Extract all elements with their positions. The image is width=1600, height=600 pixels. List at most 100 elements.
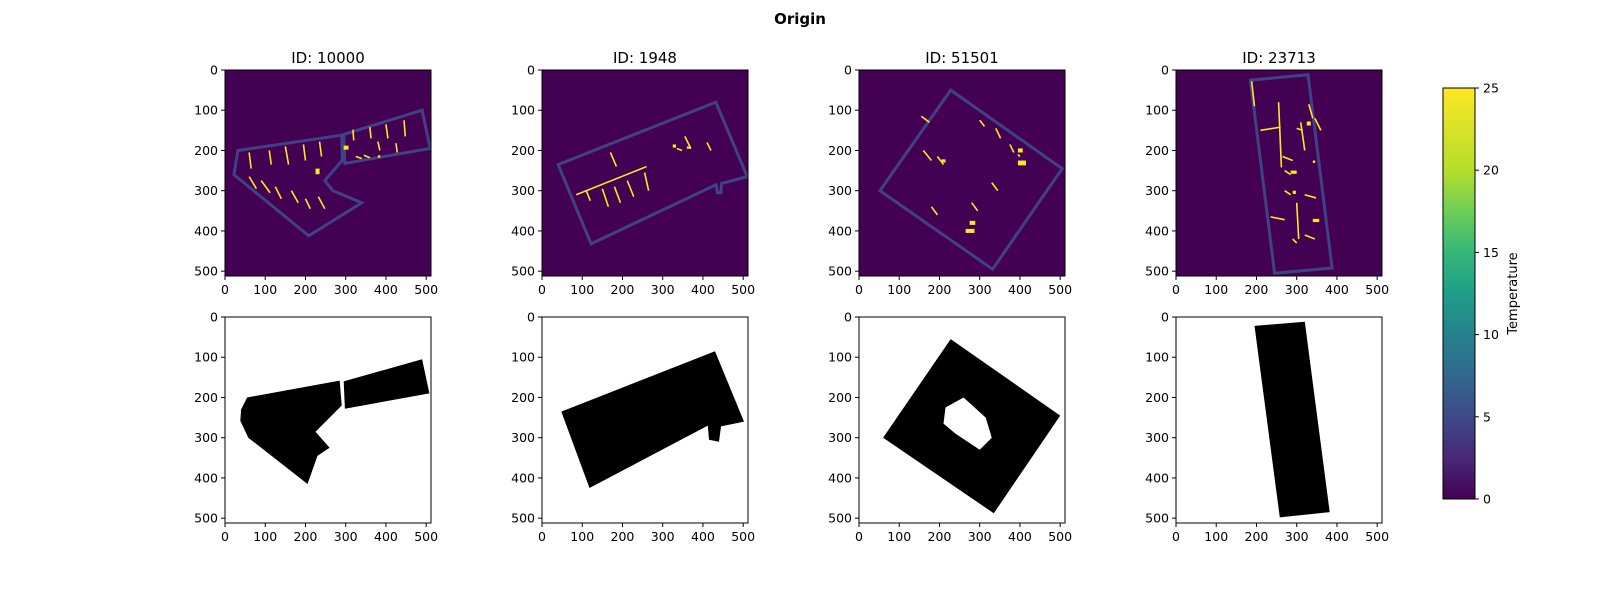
heat-source-segment bbox=[318, 141, 323, 157]
y-tick-label: 500 bbox=[511, 511, 535, 526]
x-tick-label: 0 bbox=[855, 529, 863, 544]
y-tick-label: 400 bbox=[194, 223, 218, 238]
y-tick-label: 500 bbox=[511, 264, 535, 279]
y-tick-label: 100 bbox=[194, 350, 218, 365]
y-tick-label: 0 bbox=[527, 63, 535, 78]
x-tick-label: 0 bbox=[855, 282, 863, 297]
heat-source-segment bbox=[1009, 144, 1015, 153]
heat-source-segment bbox=[274, 186, 283, 200]
y-tick-label: 300 bbox=[1145, 183, 1169, 198]
x-tick-label: 400 bbox=[374, 282, 398, 297]
y-tick-label: 100 bbox=[828, 350, 852, 365]
x-tick-label: 400 bbox=[1325, 529, 1349, 544]
heat-source-segment bbox=[575, 165, 647, 196]
y-tick-label: 500 bbox=[194, 264, 218, 279]
x-tick-label: 300 bbox=[968, 529, 992, 544]
colorbar-frame bbox=[1442, 87, 1476, 500]
y-tick-label: 200 bbox=[194, 143, 218, 158]
y-tick-label: 300 bbox=[828, 183, 852, 198]
building-mask bbox=[240, 380, 342, 484]
heat-source-segment bbox=[1299, 122, 1306, 151]
heatmap-content bbox=[1254, 321, 1330, 518]
figure-suptitle: Origin bbox=[774, 10, 826, 28]
y-tick-label: 0 bbox=[1161, 310, 1169, 325]
heat-source-segment bbox=[643, 172, 650, 191]
x-tick-label: 200 bbox=[611, 529, 635, 544]
heat-source-segment bbox=[248, 176, 258, 190]
x-tick-label: 0 bbox=[538, 282, 546, 297]
heat-source-segment bbox=[922, 149, 933, 162]
y-tick-label: 200 bbox=[194, 390, 218, 405]
heat-source-segment bbox=[991, 182, 999, 192]
heat-source-block bbox=[1017, 148, 1023, 153]
y-tick-label: 0 bbox=[210, 310, 218, 325]
x-tick-label: 100 bbox=[253, 529, 277, 544]
heat-source-segment bbox=[995, 127, 1002, 139]
y-tick-label: 400 bbox=[511, 223, 535, 238]
y-tick-label: 400 bbox=[828, 470, 852, 485]
panel-title: ID: 23713 bbox=[1242, 49, 1316, 67]
y-tick-label: 400 bbox=[194, 470, 218, 485]
x-tick-label: 300 bbox=[334, 529, 358, 544]
heat-source-segment bbox=[613, 186, 622, 204]
y-tick-label: 300 bbox=[511, 183, 535, 198]
heat-source-segment bbox=[1017, 153, 1021, 158]
heat-source-segment bbox=[268, 150, 273, 165]
heat-source-segment bbox=[1260, 126, 1281, 132]
x-tick-label: 100 bbox=[887, 529, 911, 544]
axes-frame bbox=[1175, 69, 1383, 277]
x-tick-label: 400 bbox=[1008, 282, 1032, 297]
x-tick-label: 0 bbox=[1172, 282, 1180, 297]
heat-source-segment bbox=[601, 188, 610, 208]
y-tick-label: 100 bbox=[511, 350, 535, 365]
colorbar: 0 5 10 15 20 25 Temperature bbox=[1442, 81, 1521, 507]
heat-source-segment bbox=[676, 147, 683, 152]
colorbar-gradient bbox=[1443, 88, 1475, 499]
y-tick-label: 100 bbox=[828, 103, 852, 118]
axes-frame bbox=[858, 316, 1066, 524]
x-tick-label: 100 bbox=[253, 282, 277, 297]
building-mask bbox=[343, 359, 430, 409]
x-tick-label: 400 bbox=[1008, 529, 1032, 544]
heatmap-content bbox=[232, 108, 431, 238]
x-tick-label: 200 bbox=[294, 282, 318, 297]
axes-frame bbox=[858, 69, 1066, 277]
y-tick-label: 400 bbox=[1145, 223, 1169, 238]
x-tick-label: 300 bbox=[334, 282, 358, 297]
heat-source-block bbox=[1292, 190, 1296, 194]
x-tick-label: 200 bbox=[1245, 282, 1269, 297]
y-tick-label: 200 bbox=[511, 143, 535, 158]
y-tick-label: 300 bbox=[828, 430, 852, 445]
heat-source-segment bbox=[1284, 169, 1292, 176]
x-tick-label: 300 bbox=[1285, 282, 1309, 297]
y-tick-label: 0 bbox=[1161, 63, 1169, 78]
x-tick-label: 100 bbox=[1204, 529, 1228, 544]
y-tick-label: 400 bbox=[511, 470, 535, 485]
y-tick-label: 500 bbox=[828, 264, 852, 279]
x-tick-label: 400 bbox=[691, 282, 715, 297]
heat-source-segment bbox=[1270, 216, 1285, 221]
x-tick-label: 300 bbox=[1285, 529, 1309, 544]
x-tick-label: 500 bbox=[731, 282, 755, 297]
heat-source-segment bbox=[1304, 193, 1317, 199]
axes-frame bbox=[1175, 316, 1383, 524]
x-tick-label: 100 bbox=[1204, 282, 1228, 297]
y-tick-label: 0 bbox=[527, 310, 535, 325]
x-tick-label: 200 bbox=[1245, 529, 1269, 544]
colorbar-tick-label: 20 bbox=[1483, 163, 1499, 178]
colorbar-tick-label: 10 bbox=[1483, 327, 1499, 342]
heat-source-segment bbox=[1277, 102, 1283, 168]
wall-outline bbox=[877, 88, 1065, 272]
x-tick-label: 0 bbox=[221, 282, 229, 297]
y-tick-label: 300 bbox=[1145, 430, 1169, 445]
heat-source-block bbox=[672, 144, 676, 148]
heat-source-segment bbox=[1282, 155, 1293, 162]
colorbar-tick-label: 15 bbox=[1483, 245, 1499, 260]
